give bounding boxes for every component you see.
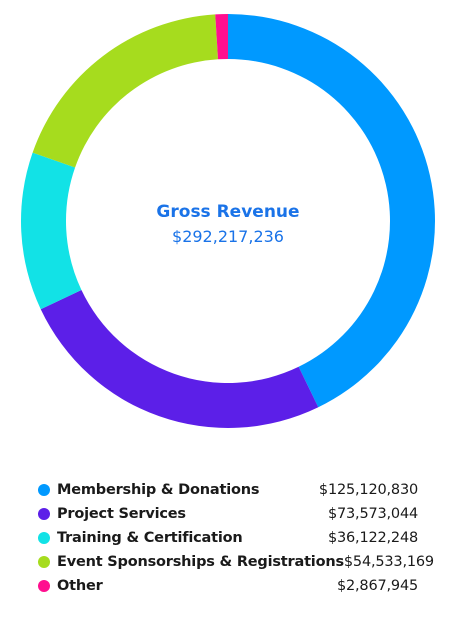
legend-dot-icon <box>38 532 50 544</box>
donut-chart: Gross Revenue $292,217,236 <box>20 14 436 428</box>
legend-dot-icon <box>38 580 50 592</box>
legend-label: Training & Certification <box>57 530 243 546</box>
legend-item[interactable]: Membership & Donations $125,120,830 <box>38 478 418 502</box>
donut-slice[interactable] <box>32 14 219 168</box>
legend-value: $36,122,248 <box>327 530 418 546</box>
legend-label: Other <box>57 578 103 594</box>
legend-value: $73,573,044 <box>327 506 418 522</box>
legend-label: Membership & Donations <box>57 482 260 498</box>
legend-item[interactable]: Other $2,867,945 <box>38 574 418 598</box>
legend-item[interactable]: Event Sponsorships & Registrations $54,53… <box>38 550 434 574</box>
donut-slice[interactable] <box>40 290 319 428</box>
center-title: Gross Revenue <box>156 202 299 222</box>
legend-label: Project Services <box>57 506 186 522</box>
legend-dot-icon <box>38 484 50 496</box>
legend-label: Event Sponsorships & Registrations <box>57 554 344 570</box>
legend-value: $125,120,830 <box>318 482 418 498</box>
legend-value: $54,533,169 <box>343 554 434 570</box>
legend-value: $2,867,945 <box>336 578 418 594</box>
legend-item[interactable]: Training & Certification $36,122,248 <box>38 526 418 550</box>
legend-dot-icon <box>38 556 50 568</box>
center-value: $292,217,236 <box>172 227 284 246</box>
legend-dot-icon <box>38 508 50 520</box>
legend: Membership & Donations $125,120,830 Projec… <box>38 478 434 598</box>
donut-slice[interactable] <box>20 152 82 310</box>
donut-slice[interactable] <box>228 14 436 408</box>
legend-item[interactable]: Project Services $73,573,044 <box>38 502 418 526</box>
donut-slice[interactable] <box>215 14 228 60</box>
